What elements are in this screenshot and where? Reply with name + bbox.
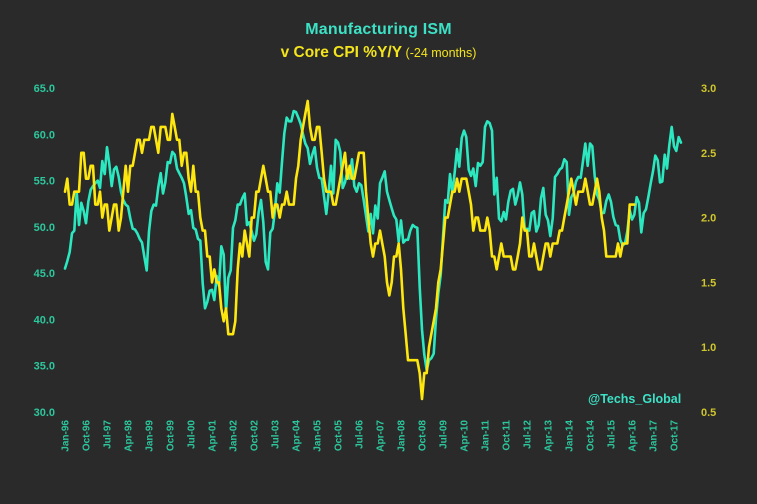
left-axis-tick-label: 30.0 [34, 407, 55, 419]
x-axis-tick-label: Jul-97 [102, 420, 113, 449]
x-axis-tick-label: Jul-15 [606, 420, 617, 449]
cpi-line [63, 99, 636, 401]
x-axis-tick-label: Jul-06 [354, 420, 365, 449]
x-axis-tick-label: Jan-02 [228, 420, 239, 452]
left-axis-tick-label: 55.0 [34, 176, 55, 188]
right-axis-tick-label: 2.5 [701, 148, 716, 160]
left-axis-tick-label: 50.0 [34, 222, 55, 234]
ism-line [63, 109, 683, 372]
x-axis-tick-label: Oct-05 [333, 420, 344, 452]
chart-subtitle-lag-note: (-24 months) [402, 46, 477, 60]
x-axis-tick-label: Apr-98 [123, 420, 134, 452]
right-axis-tick-label: 3.0 [701, 83, 716, 95]
left-axis-tick-label: 40.0 [34, 314, 55, 326]
right-axis-tick-label: 1.5 [701, 277, 716, 289]
right-axis-tick-label: 2.0 [701, 213, 716, 225]
left-axis-tick-label: 35.0 [34, 361, 55, 373]
left-axis-tick-label: 65.0 [34, 83, 55, 95]
x-axis-tick-label: Apr-07 [375, 420, 386, 452]
x-axis-tick-label: Jul-03 [270, 420, 281, 449]
x-axis-tick-label: Apr-13 [543, 420, 554, 452]
x-axis-tick-label: Jan-05 [312, 420, 323, 452]
x-axis-tick-label: Jul-12 [522, 420, 533, 449]
x-axis-tick-label: Jan-96 [61, 420, 72, 452]
x-axis-tick-label: Oct-14 [585, 420, 596, 452]
chart-title: Manufacturing ISM [305, 21, 452, 38]
x-axis-tick-label: Apr-04 [291, 420, 302, 452]
x-axis-tick-label: Oct-02 [249, 420, 260, 452]
x-axis-tick-label: Jul-00 [186, 420, 197, 449]
x-axis-tick-label: Apr-16 [627, 420, 638, 452]
x-axis-tick-label: Apr-10 [459, 420, 470, 452]
chart-subtitle-main: v Core CPI %Y/Y [280, 44, 403, 61]
x-axis-tick-label: Jan-11 [480, 420, 491, 452]
x-axis-tick-label: Jul-09 [438, 420, 449, 449]
x-axis-tick-label: Oct-08 [417, 420, 428, 452]
x-axis-tick-label: Jan-17 [648, 420, 659, 452]
x-axis-tick-label: Jan-14 [564, 420, 575, 452]
chart-subtitle: v Core CPI %Y/Y (-24 months) [0, 44, 757, 62]
x-axis-tick-label: Oct-17 [669, 420, 680, 452]
left-axis-tick-label: 60.0 [34, 129, 55, 141]
right-axis-tick-label: 1.0 [701, 342, 716, 354]
right-axis-tick-label: 0.5 [701, 407, 716, 419]
x-axis-tick-label: Jan-08 [396, 420, 407, 452]
x-axis-tick-label: Oct-11 [501, 420, 512, 451]
watermark: @Techs_Global [588, 392, 682, 406]
left-axis-tick-label: 45.0 [34, 268, 55, 280]
x-axis-tick-label: Apr-01 [207, 420, 218, 452]
x-axis-tick-label: Jan-99 [144, 420, 155, 452]
x-axis-tick-label: Oct-96 [81, 420, 92, 452]
x-axis-tick-label: Oct-99 [165, 420, 176, 452]
